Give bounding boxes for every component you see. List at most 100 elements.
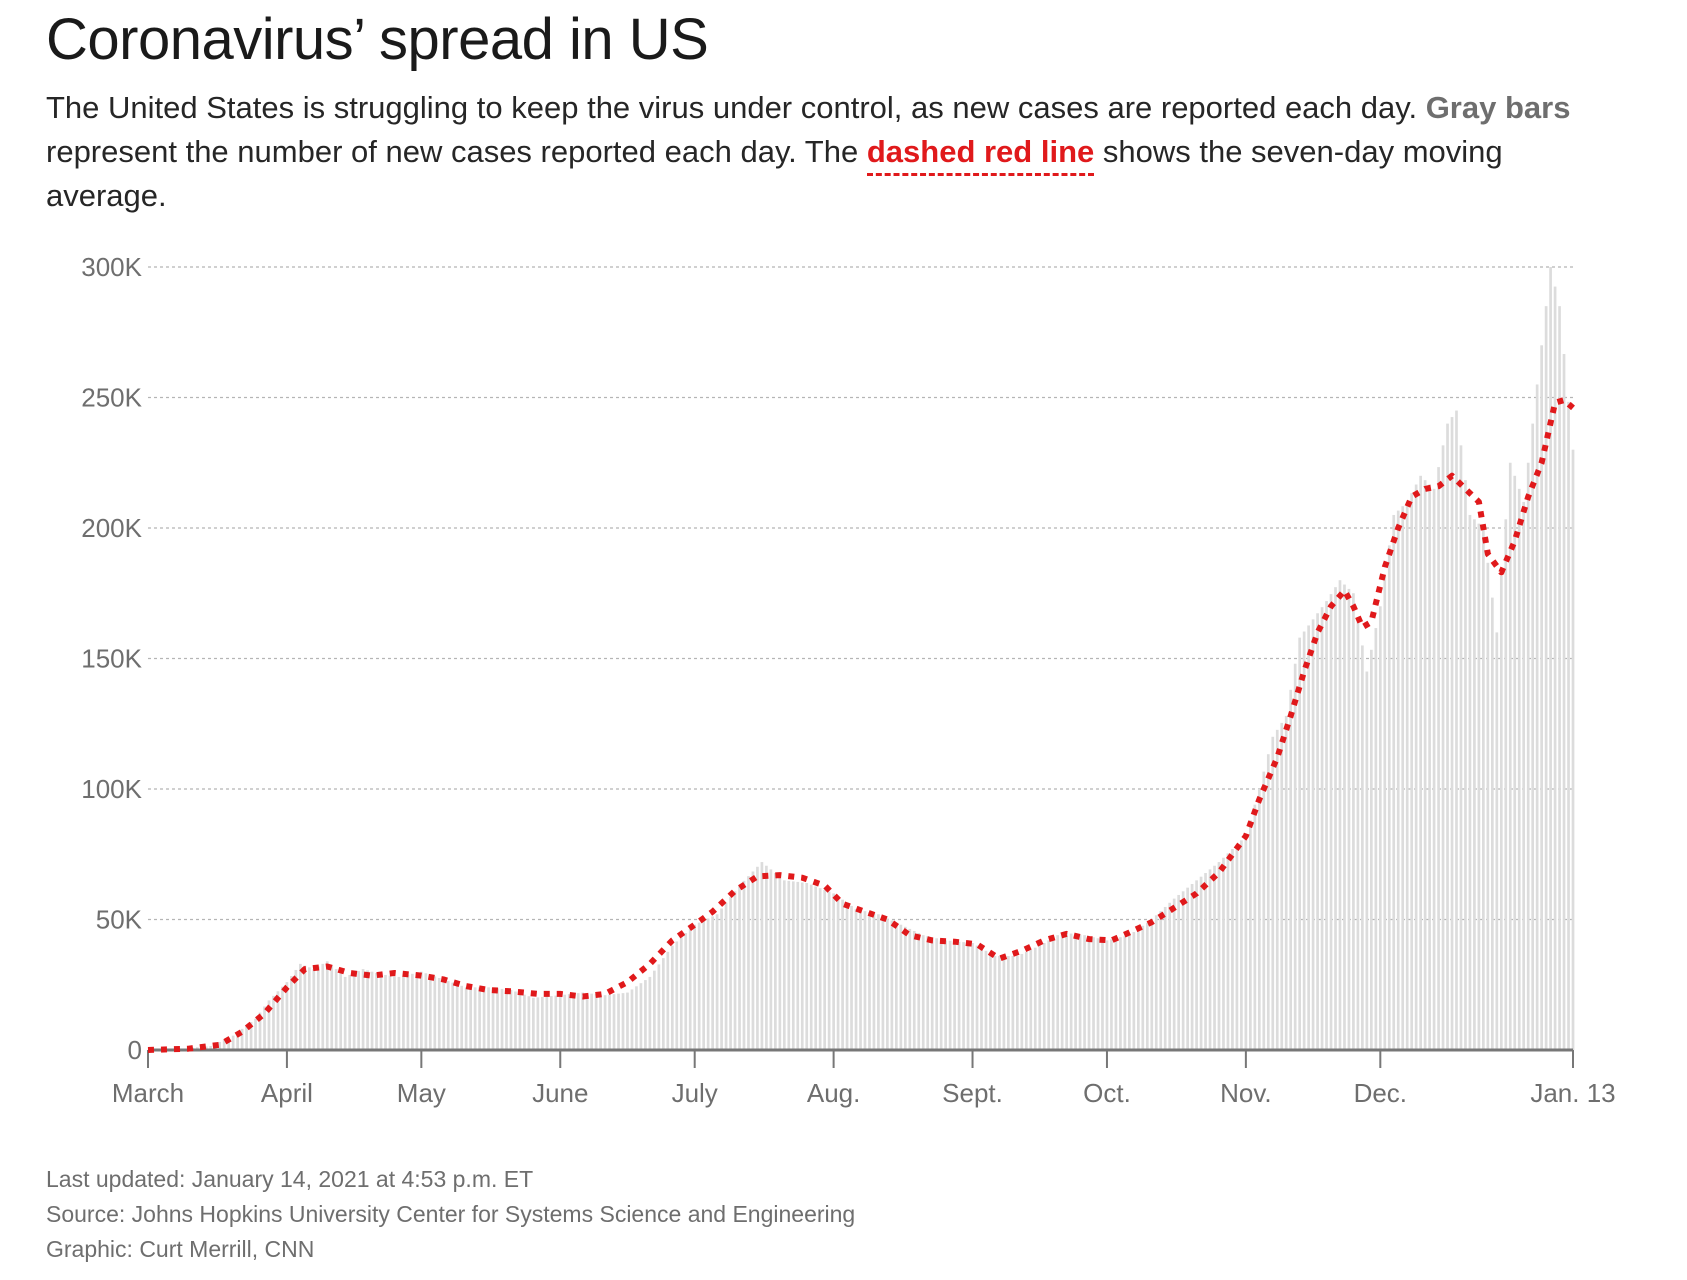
daily-case-bar — [585, 993, 589, 1050]
daily-case-bar — [1482, 528, 1485, 1050]
daily-case-bar — [204, 1046, 208, 1050]
daily-case-bar — [608, 994, 611, 1050]
daily-case-bar — [1298, 637, 1301, 1050]
daily-case-bar — [697, 922, 701, 1050]
daily-case-bar — [446, 981, 450, 1050]
daily-case-bar — [1423, 480, 1427, 1050]
daily-case-bar — [742, 880, 746, 1050]
x-tick-label: Nov. — [1220, 1078, 1272, 1108]
x-tick-label: Oct. — [1083, 1078, 1131, 1108]
y-axis-labels: 0 50K 100K 150K 200K 250K 300K — [81, 252, 142, 1065]
daily-case-bar — [666, 951, 670, 1050]
daily-case-bar — [1374, 628, 1378, 1050]
daily-case-bar — [1558, 306, 1561, 1050]
graphic-credit: Graphic: Curt Merrill, CNN — [46, 1236, 315, 1262]
daily-case-bar — [1383, 575, 1387, 1050]
daily-case-bar — [1325, 601, 1328, 1050]
daily-cases-bars — [151, 267, 1575, 1051]
daily-case-bar — [1190, 884, 1194, 1050]
daily-case-bar — [500, 988, 504, 1050]
daily-case-bar — [1262, 771, 1266, 1050]
daily-case-bar — [361, 969, 365, 1050]
desc-part-3: shows the seven-day moving average. — [46, 134, 1503, 213]
daily-case-bar — [818, 888, 822, 1050]
daily-case-bar — [1177, 894, 1181, 1050]
daily-case-bar — [935, 938, 939, 1050]
daily-case-bar — [617, 993, 620, 1050]
daily-case-bar — [1235, 844, 1239, 1050]
daily-case-bar — [334, 969, 338, 1050]
daily-case-bar — [1477, 523, 1481, 1050]
daily-case-bar — [1226, 853, 1230, 1050]
daily-case-bar — [1060, 932, 1064, 1050]
daily-case-bar — [1307, 625, 1310, 1050]
daily-case-bar — [630, 989, 634, 1050]
daily-case-bar — [1271, 736, 1275, 1050]
daily-case-bar — [809, 884, 813, 1050]
daily-case-bar — [693, 924, 697, 1050]
daily-case-bar — [1016, 956, 1019, 1050]
daily-case-bar — [541, 996, 544, 1050]
daily-case-bar — [352, 973, 356, 1050]
daily-case-bar — [971, 942, 974, 1050]
daily-case-bar — [227, 1037, 231, 1050]
daily-case-bar — [1181, 891, 1185, 1050]
daily-case-bar — [428, 974, 432, 1050]
daily-case-bar — [321, 963, 325, 1050]
daily-case-bar — [711, 916, 714, 1050]
daily-case-bar — [930, 937, 934, 1050]
source-credit: Source: Johns Hopkins University Center … — [46, 1201, 856, 1227]
daily-case-bar — [312, 969, 316, 1050]
daily-case-bar — [747, 876, 750, 1050]
daily-case-bar — [966, 942, 970, 1050]
daily-case-bar — [1464, 480, 1467, 1050]
daily-case-bar — [1446, 423, 1449, 1051]
daily-case-bar — [1033, 947, 1037, 1050]
daily-case-bar — [814, 886, 818, 1050]
daily-case-bar — [482, 987, 486, 1050]
daily-case-bar — [518, 993, 522, 1050]
daily-case-bar — [460, 985, 464, 1050]
daily-case-bar — [231, 1035, 235, 1050]
daily-case-bar — [845, 902, 849, 1050]
daily-case-bar — [532, 997, 535, 1050]
daily-case-bar — [791, 881, 795, 1050]
daily-case-bar — [545, 996, 549, 1050]
daily-case-bar — [464, 987, 468, 1050]
daily-case-bar — [299, 963, 302, 1050]
daily-case-bar — [1535, 384, 1539, 1050]
daily-case-bar — [1499, 575, 1503, 1050]
daily-case-bar — [670, 945, 674, 1050]
daily-case-bar — [989, 953, 992, 1050]
daily-case-bar — [1414, 484, 1418, 1050]
daily-case-bar — [1504, 519, 1508, 1050]
daily-case-bar — [572, 993, 576, 1050]
daily-case-bar — [1065, 933, 1068, 1050]
daily-case-bar — [1352, 593, 1355, 1050]
daily-case-bar — [1302, 631, 1306, 1050]
desc-dashed-red-line: dashed red line — [866, 134, 1095, 176]
x-tick-label: July — [672, 1078, 718, 1108]
daily-case-bar — [1491, 597, 1494, 1050]
daily-case-bar — [1365, 671, 1369, 1050]
daily-case-bar — [1526, 462, 1530, 1050]
daily-case-bar — [1517, 488, 1521, 1051]
daily-case-bar — [1074, 934, 1077, 1050]
desc-gray-bars: Gray bars — [1425, 90, 1571, 125]
daily-case-bar — [1240, 840, 1243, 1050]
daily-case-bar — [496, 988, 499, 1050]
daily-case-bar — [1096, 938, 1100, 1050]
daily-case-bar — [1289, 689, 1293, 1050]
daily-case-bar — [1249, 820, 1252, 1050]
daily-case-bar — [648, 976, 652, 1050]
daily-case-bar — [1042, 942, 1046, 1050]
daily-case-bar — [393, 976, 396, 1050]
daily-case-bar — [424, 973, 428, 1050]
daily-case-bar — [908, 928, 912, 1050]
daily-case-bar — [1531, 423, 1535, 1051]
daily-case-bar — [948, 940, 952, 1050]
daily-case-bar — [890, 920, 894, 1050]
daily-case-bar — [487, 987, 490, 1050]
daily-case-bar — [1392, 514, 1396, 1050]
daily-case-bar — [263, 1006, 266, 1050]
